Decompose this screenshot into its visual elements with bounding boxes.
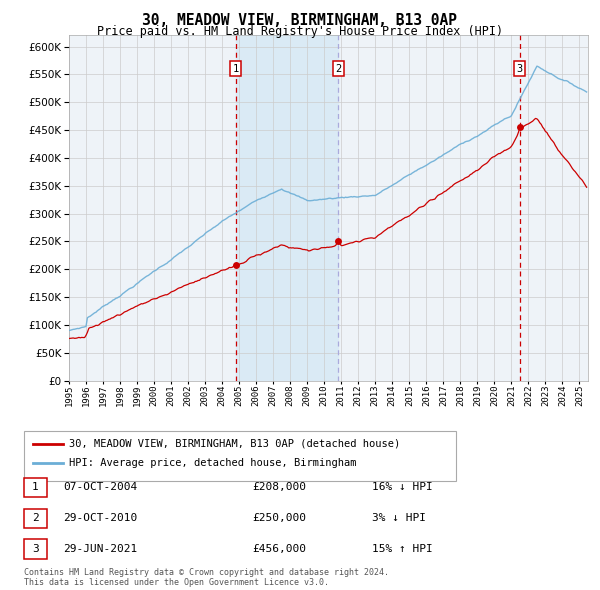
Text: 15% ↑ HPI: 15% ↑ HPI	[372, 544, 433, 553]
Text: 1: 1	[232, 64, 239, 74]
Text: £456,000: £456,000	[252, 544, 306, 553]
Text: 3: 3	[32, 544, 39, 553]
Text: 29-JUN-2021: 29-JUN-2021	[63, 544, 137, 553]
Text: 3: 3	[517, 64, 523, 74]
Text: Contains HM Land Registry data © Crown copyright and database right 2024.
This d: Contains HM Land Registry data © Crown c…	[24, 568, 389, 587]
Text: 2: 2	[335, 64, 341, 74]
Text: 30, MEADOW VIEW, BIRMINGHAM, B13 0AP: 30, MEADOW VIEW, BIRMINGHAM, B13 0AP	[143, 13, 458, 28]
Text: 29-OCT-2010: 29-OCT-2010	[63, 513, 137, 523]
Text: Price paid vs. HM Land Registry's House Price Index (HPI): Price paid vs. HM Land Registry's House …	[97, 25, 503, 38]
Text: £250,000: £250,000	[252, 513, 306, 523]
Text: HPI: Average price, detached house, Birmingham: HPI: Average price, detached house, Birm…	[69, 458, 356, 468]
Text: £208,000: £208,000	[252, 483, 306, 492]
Text: 2: 2	[32, 513, 39, 523]
Text: 07-OCT-2004: 07-OCT-2004	[63, 483, 137, 492]
Text: 30, MEADOW VIEW, BIRMINGHAM, B13 0AP (detached house): 30, MEADOW VIEW, BIRMINGHAM, B13 0AP (de…	[69, 439, 400, 448]
Text: 16% ↓ HPI: 16% ↓ HPI	[372, 483, 433, 492]
Text: 3% ↓ HPI: 3% ↓ HPI	[372, 513, 426, 523]
Bar	[236, 35, 338, 381]
Text: 1: 1	[32, 483, 39, 492]
